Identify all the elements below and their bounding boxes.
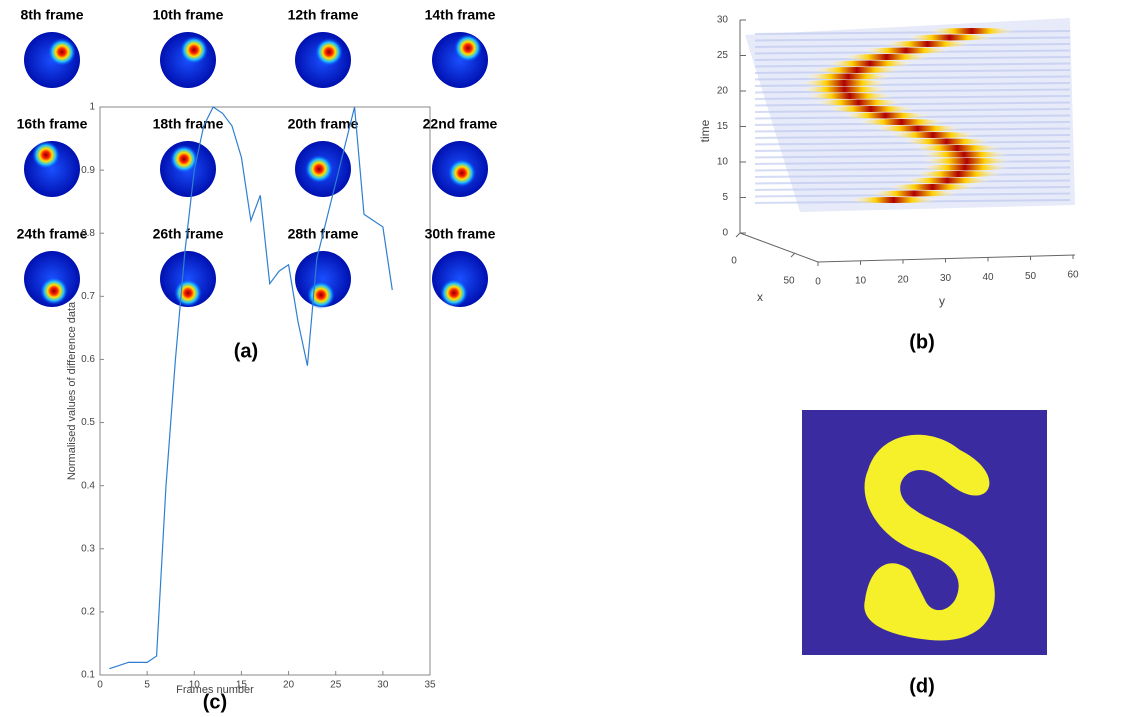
tick-mark [736, 233, 740, 237]
y-tick-label: 0.9 [81, 165, 95, 176]
y-tick-label: 0 [815, 277, 821, 288]
frame-title: 18th frame [153, 116, 224, 132]
y-tick-label: 40 [982, 272, 994, 283]
z-axis-label: time [698, 119, 712, 142]
heat-ridge [856, 119, 946, 125]
y-tick-label: 0.3 [81, 543, 95, 554]
z-tick-label: 25 [717, 50, 729, 61]
z-tick-label: 10 [717, 157, 729, 168]
heat-ridge [803, 74, 893, 80]
x-axis-label: x [757, 290, 763, 304]
frame-title: 12th frame [288, 7, 359, 23]
y-tick-label: 30 [940, 273, 952, 284]
hot-spot [170, 145, 198, 173]
hot-spot [315, 38, 343, 66]
z-tick-label: 30 [717, 15, 729, 26]
y-tick-label: 0.1 [81, 670, 95, 681]
y-tick-label: 20 [897, 274, 909, 285]
frame-title: 10th frame [153, 7, 224, 23]
x-tick-label: 10 [189, 680, 201, 691]
y-tick-label: 0.7 [81, 291, 95, 302]
x-tick-label: 25 [330, 680, 342, 691]
z-tick-label: 0 [722, 228, 728, 239]
heat-ridge [901, 139, 991, 145]
heat-ridge [927, 28, 1017, 34]
panel-label: (a) [234, 340, 258, 362]
y-tick-label: 0.4 [81, 480, 95, 491]
heat-ridge [920, 165, 1010, 171]
heat-ridge [869, 191, 959, 197]
heat-ridge [800, 87, 890, 93]
panel-label: (d) [909, 675, 935, 697]
hot-spot [454, 34, 482, 62]
hot-spot [174, 279, 202, 307]
y-tick-label: 0.6 [81, 354, 95, 365]
hot-spot [32, 141, 60, 169]
data-line [109, 107, 392, 669]
z-tick-label: 5 [722, 192, 728, 203]
heat-ridge [799, 80, 889, 86]
z-tick-label: 20 [717, 86, 729, 97]
heat-ridge [825, 61, 915, 67]
frame-title: 8th frame [20, 7, 83, 23]
heat-ridge [922, 158, 1012, 164]
y-tick-label: 10 [855, 275, 867, 286]
hot-spot [307, 281, 335, 309]
x-tick-label: 20 [283, 680, 295, 691]
x-tick-label: 35 [424, 680, 436, 691]
heat-ridge [812, 67, 902, 73]
plot-frame [100, 107, 430, 675]
y-tick-label: 0.8 [81, 228, 95, 239]
x-tick-label: 0 [731, 256, 737, 267]
heat-ridge [840, 113, 930, 119]
heat-ridge [912, 145, 1002, 151]
hot-spot [48, 38, 76, 66]
frame-title: 24th frame [17, 226, 88, 242]
y-tick-label: 0.2 [81, 607, 95, 618]
x-tick-label: 15 [236, 680, 248, 691]
page: {"panels":{ "a":{"label":"(a)","frames":… [0, 0, 1146, 717]
hot-spot [448, 159, 476, 187]
heat-ridge [919, 152, 1009, 158]
hot-spot [305, 155, 333, 183]
heat-ridge [861, 48, 951, 54]
y-tick-label: 0.5 [81, 417, 95, 428]
x-tick-label: 30 [377, 680, 389, 691]
y-axis-label: y [939, 294, 945, 308]
axis-line [818, 255, 1075, 262]
frame-title: 30th frame [425, 226, 496, 242]
figure: (a) (b) (d) (c) Frames number Normalised… [0, 0, 1146, 717]
heat-ridge [902, 178, 992, 184]
heat-ridge [913, 171, 1003, 177]
hot-spot [180, 36, 208, 64]
tick-mark [791, 253, 795, 257]
axis-line [740, 233, 818, 262]
x-tick-label: 5 [144, 680, 150, 691]
frame-title: 14th frame [425, 7, 496, 23]
heat-ridge [842, 54, 932, 60]
heat-ridge [888, 132, 978, 138]
heat-ridge [873, 126, 963, 132]
heat-ridge [882, 41, 972, 47]
x-tick-label: 0 [97, 680, 103, 691]
panel-label: (b) [909, 331, 935, 353]
frame-title: 16th frame [17, 116, 88, 132]
frame-title: 20th frame [288, 116, 359, 132]
heat-ridge [826, 106, 916, 112]
heat-ridge [887, 184, 977, 190]
y-tick-label: 1 [89, 102, 95, 113]
frame-title: 22nd frame [423, 116, 498, 132]
heat-ridge [805, 93, 895, 99]
hot-spot [40, 277, 68, 305]
y-axis-label: Normalised values of difference data [66, 301, 78, 480]
hot-spot [440, 279, 468, 307]
heat-ridge [905, 35, 995, 41]
heat-ridge [814, 100, 904, 106]
y-tick-label: 50 [1025, 271, 1037, 282]
z-tick-label: 15 [717, 121, 729, 132]
x-tick-label: 50 [783, 276, 795, 287]
y-tick-label: 60 [1067, 270, 1079, 281]
heat-ridge [849, 197, 939, 203]
